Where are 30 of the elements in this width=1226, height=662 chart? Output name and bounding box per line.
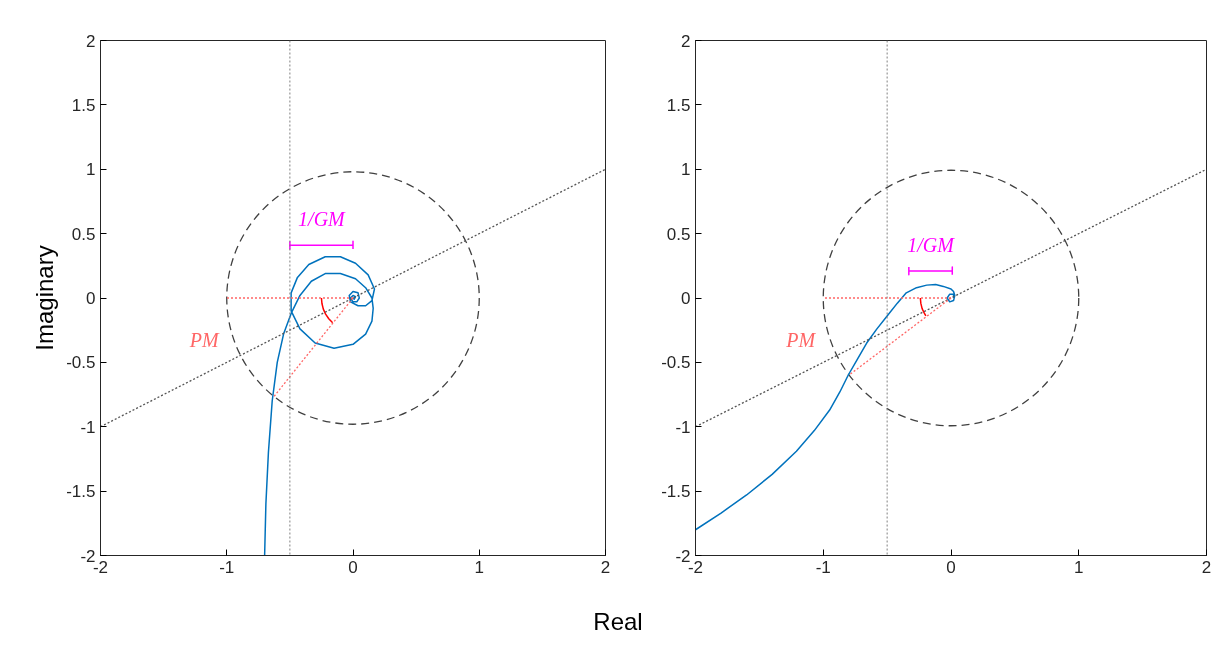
x-tick-label: -1 bbox=[815, 557, 831, 577]
y-tick-label: 2 bbox=[86, 31, 96, 51]
y-axis-title: Imaginary bbox=[31, 245, 59, 351]
y-tick-label: 0.5 bbox=[666, 224, 691, 244]
x-tick-label: 2 bbox=[1201, 557, 1212, 577]
x-tick-label: 0 bbox=[348, 557, 358, 577]
series-label: PM bbox=[188, 329, 221, 351]
x-tick-label: 1 bbox=[474, 557, 484, 577]
series-label: 1/GM bbox=[907, 234, 956, 257]
y-tick-label: 0 bbox=[86, 289, 96, 308]
y-tick-label: -1 bbox=[675, 417, 691, 437]
y-tick-label: -0.5 bbox=[661, 353, 691, 373]
y-tick-label: -1 bbox=[80, 417, 96, 437]
x-tick-label: 2 bbox=[600, 557, 611, 577]
y-tick-label: -0.5 bbox=[66, 353, 96, 373]
y-tick-label: 0 bbox=[681, 289, 691, 308]
series-label: 1/GM bbox=[298, 208, 347, 231]
y-tick-label: 0.5 bbox=[71, 224, 96, 244]
y-tick-label: -1.5 bbox=[66, 482, 96, 502]
y-tick-label: 1.5 bbox=[71, 95, 96, 115]
y-tick-label: 1 bbox=[86, 160, 96, 180]
series-label: PM bbox=[785, 329, 817, 351]
y-tick-label: 1 bbox=[681, 160, 691, 180]
x-tick-label: 0 bbox=[946, 557, 956, 577]
x-axis-title: Real bbox=[593, 607, 643, 637]
y-tick-label: 2 bbox=[681, 31, 691, 51]
y-tick-label: -1.5 bbox=[661, 482, 691, 502]
x-tick-label: 1 bbox=[1074, 557, 1084, 577]
x-tick-label: -1 bbox=[219, 557, 235, 577]
y-tick-label: 1.5 bbox=[666, 95, 691, 115]
